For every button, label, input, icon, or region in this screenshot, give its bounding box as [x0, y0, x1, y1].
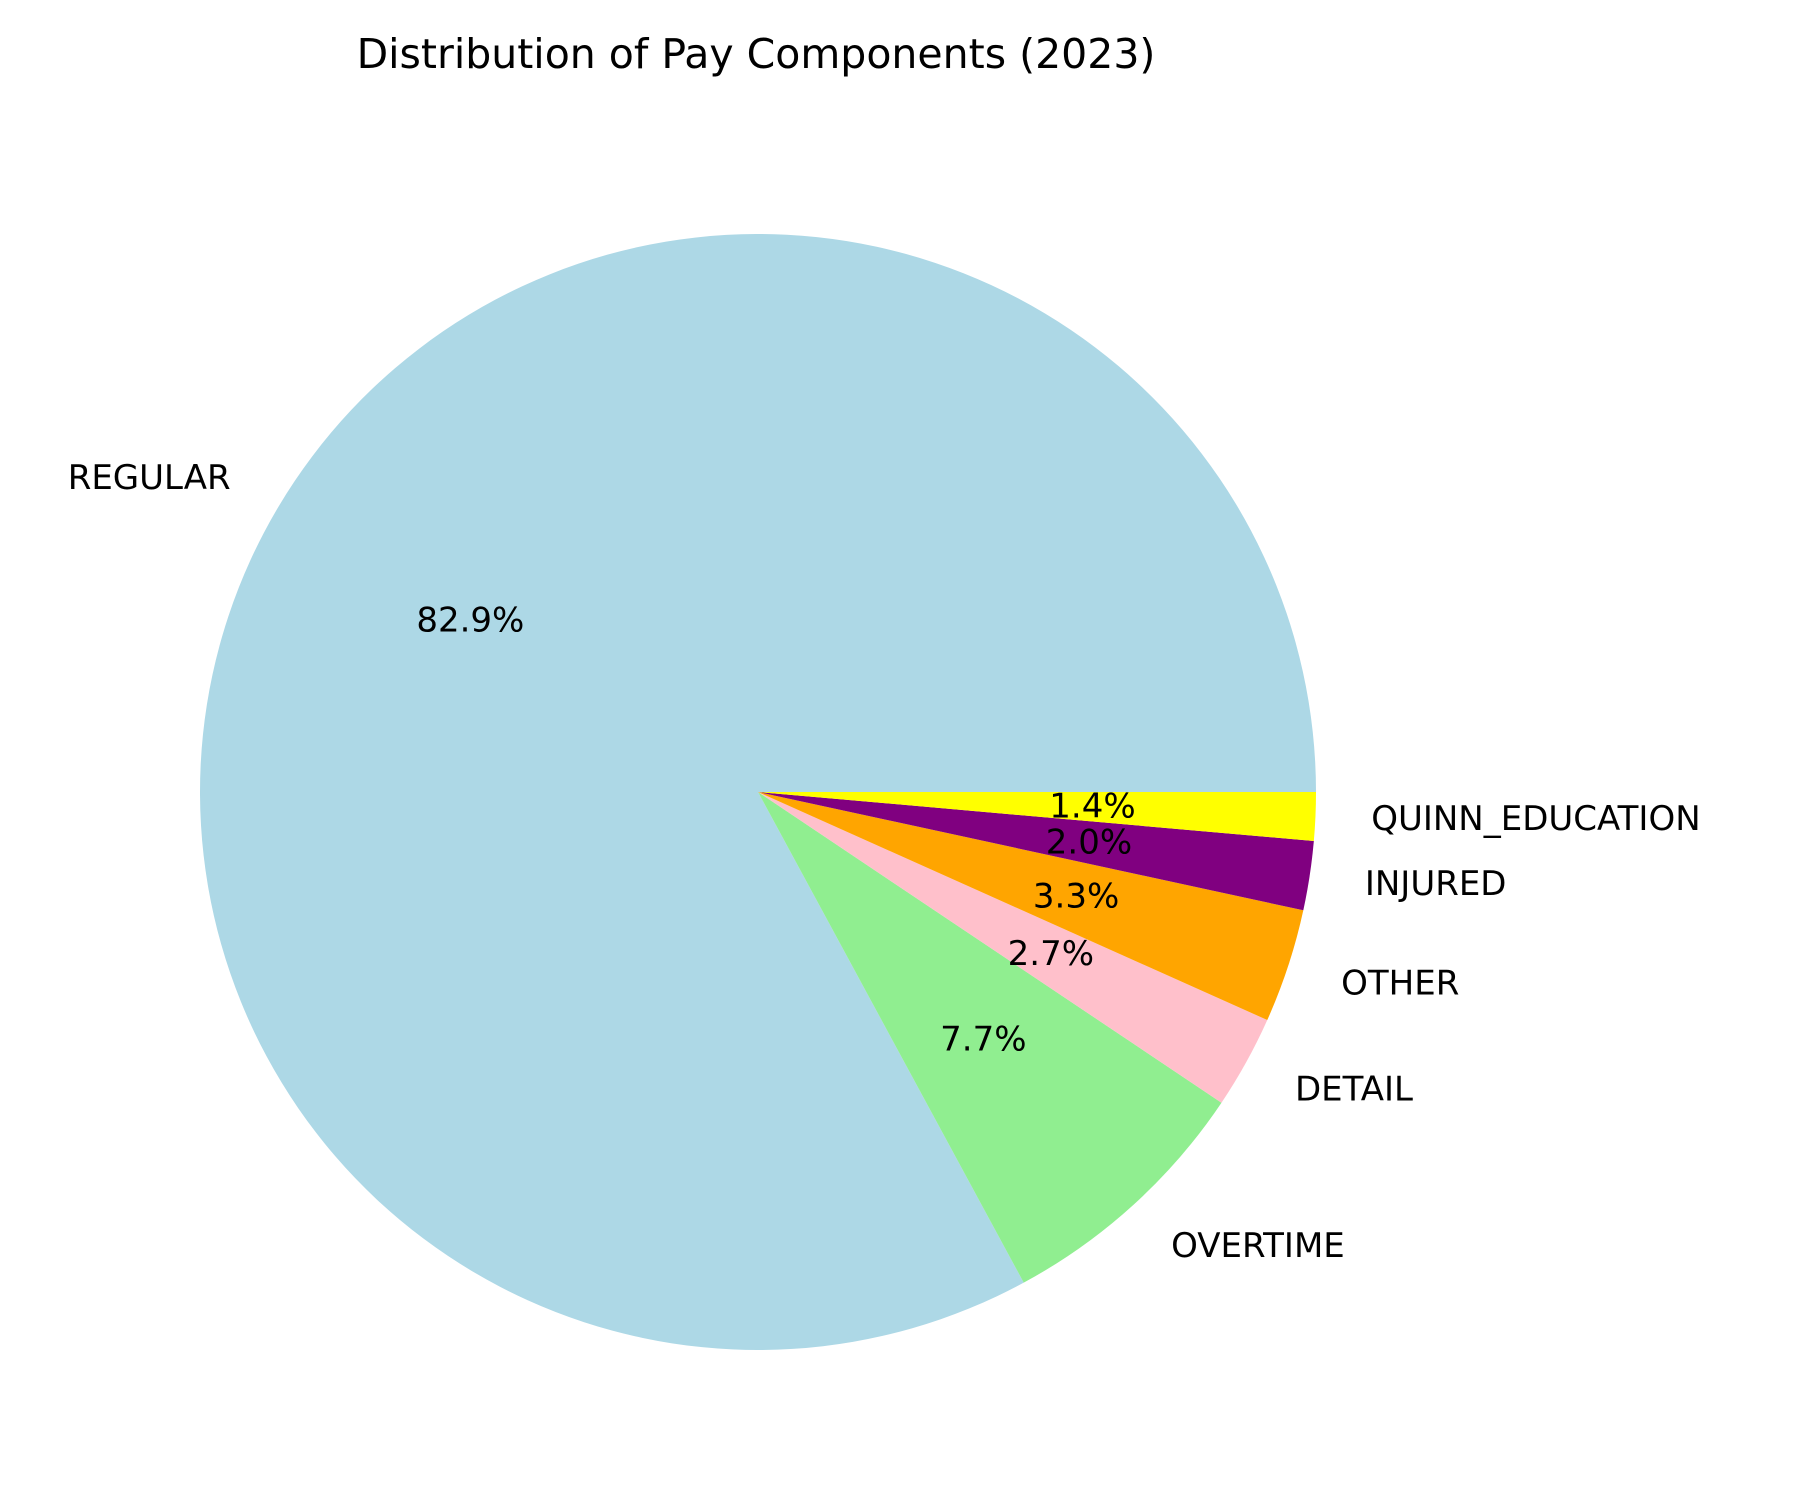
pie-slice-injured: [758, 792, 1314, 911]
slice-percent-quinn-education: 1.4%: [1049, 787, 1135, 827]
pie-slice-other: [758, 792, 1304, 1021]
slice-label-quinn-education: QUINN_EDUCATION: [1371, 799, 1700, 839]
pie-slice-detail: [758, 792, 1268, 1103]
slice-percent-other: 3.3%: [1033, 876, 1119, 916]
slice-percent-overtime: 7.7%: [940, 1020, 1026, 1060]
slice-percent-detail: 2.7%: [1008, 934, 1094, 974]
slice-label-overtime: OVERTIME: [1171, 1226, 1345, 1266]
pie-slice-regular: [200, 233, 1316, 1350]
slice-label-other: OTHER: [1341, 964, 1459, 1004]
chart-title: Distribution of Pay Components (2023): [357, 30, 1156, 78]
slice-label-regular: REGULAR: [68, 458, 231, 498]
pie-slice-overtime: [758, 792, 1222, 1283]
pie-labels: REGULAR 82.9% OVERTIME 7.7% DETAIL 2.7% OTHER 3…: [68, 458, 1701, 1266]
pie-slice-quinn-education: [758, 792, 1316, 842]
pie-slices: [200, 233, 1316, 1350]
slice-label-detail: DETAIL: [1295, 1069, 1413, 1109]
slice-percent-injured: 2.0%: [1046, 822, 1132, 862]
slice-percent-regular: 82.9%: [416, 601, 524, 641]
slice-label-injured: INJURED: [1365, 864, 1507, 904]
